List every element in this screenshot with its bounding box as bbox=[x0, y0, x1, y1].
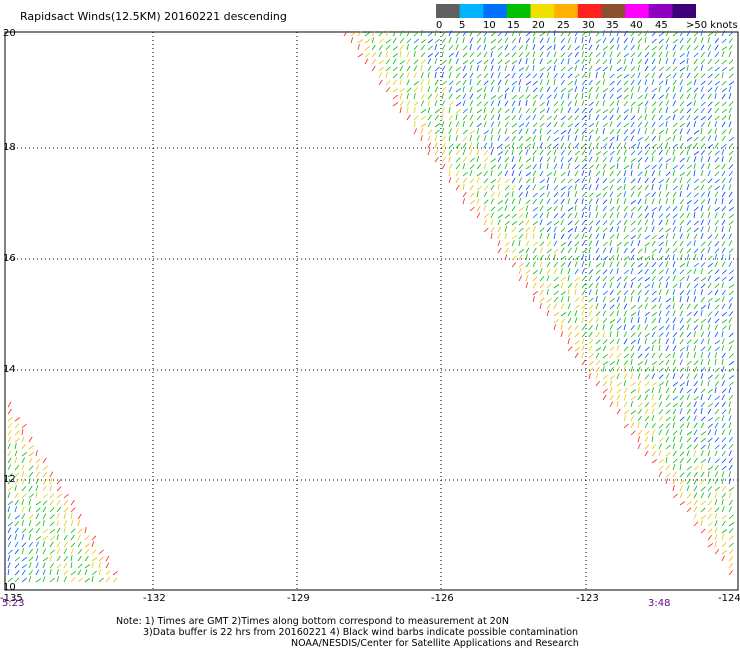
time-left: 5:23 bbox=[2, 598, 25, 609]
note-line-2: 3)Data buffer is 22 hrs from 20160221 4)… bbox=[143, 627, 579, 638]
time-right: 3:48 bbox=[648, 598, 671, 609]
lat-label-14: 14 bbox=[3, 364, 16, 375]
legend-swatch-4 bbox=[530, 4, 555, 18]
speed-legend: 0 5 10 15 20 25 30 35 40 45 >50 knots bbox=[436, 4, 738, 34]
lat-label-18: 18 bbox=[3, 142, 16, 153]
legend-label-50: >50 knots bbox=[686, 20, 738, 31]
lon-label-132: -132 bbox=[143, 593, 166, 604]
note-line-3: NOAA/NESDIS/Center for Satellite Applica… bbox=[291, 638, 579, 649]
lat-label-16: 16 bbox=[3, 253, 16, 264]
legend-label-35: 35 bbox=[606, 20, 619, 31]
lon-label-124: -124 bbox=[718, 593, 740, 604]
legend-label-40: 40 bbox=[630, 20, 643, 31]
legend-swatch-9 bbox=[648, 4, 673, 18]
map-title: Rapidsact Winds(12.5KM) 20160221 descend… bbox=[20, 10, 287, 23]
legend-swatch-3 bbox=[506, 4, 531, 18]
legend-swatch-5 bbox=[554, 4, 579, 18]
lon-label-123: -123 bbox=[576, 593, 599, 604]
lon-label-135: -135 bbox=[0, 593, 23, 604]
legend-label-20: 20 bbox=[532, 20, 545, 31]
legend-label-25: 25 bbox=[557, 20, 570, 31]
lat-label-10: 10 bbox=[3, 582, 16, 593]
wind-barbs bbox=[7, 30, 735, 583]
legend-swatch-7 bbox=[601, 4, 626, 18]
legend-swatch-8 bbox=[625, 4, 650, 18]
lat-label-20: 20 bbox=[3, 28, 16, 39]
legend-label-45: 45 bbox=[655, 20, 668, 31]
lon-label-126: -126 bbox=[431, 593, 454, 604]
grid-lines bbox=[5, 32, 738, 590]
lat-label-12: 12 bbox=[3, 474, 16, 485]
legend-swatch-6 bbox=[577, 4, 602, 18]
legend-color-bar bbox=[436, 4, 696, 18]
legend-label-30: 30 bbox=[582, 20, 595, 31]
legend-label-10: 10 bbox=[483, 20, 496, 31]
legend-label-15: 15 bbox=[507, 20, 520, 31]
legend-label-5: 5 bbox=[459, 20, 466, 31]
legend-swatch-1 bbox=[459, 4, 484, 18]
legend-swatch-2 bbox=[483, 4, 508, 18]
legend-label-0: 0 bbox=[436, 20, 443, 31]
lon-label-129: -129 bbox=[287, 593, 310, 604]
plot-border bbox=[4, 31, 739, 591]
note-line-1: Note: 1) Times are GMT 2)Times along bot… bbox=[116, 616, 509, 627]
legend-swatch-0 bbox=[436, 4, 461, 18]
legend-swatch-10 bbox=[672, 4, 696, 18]
